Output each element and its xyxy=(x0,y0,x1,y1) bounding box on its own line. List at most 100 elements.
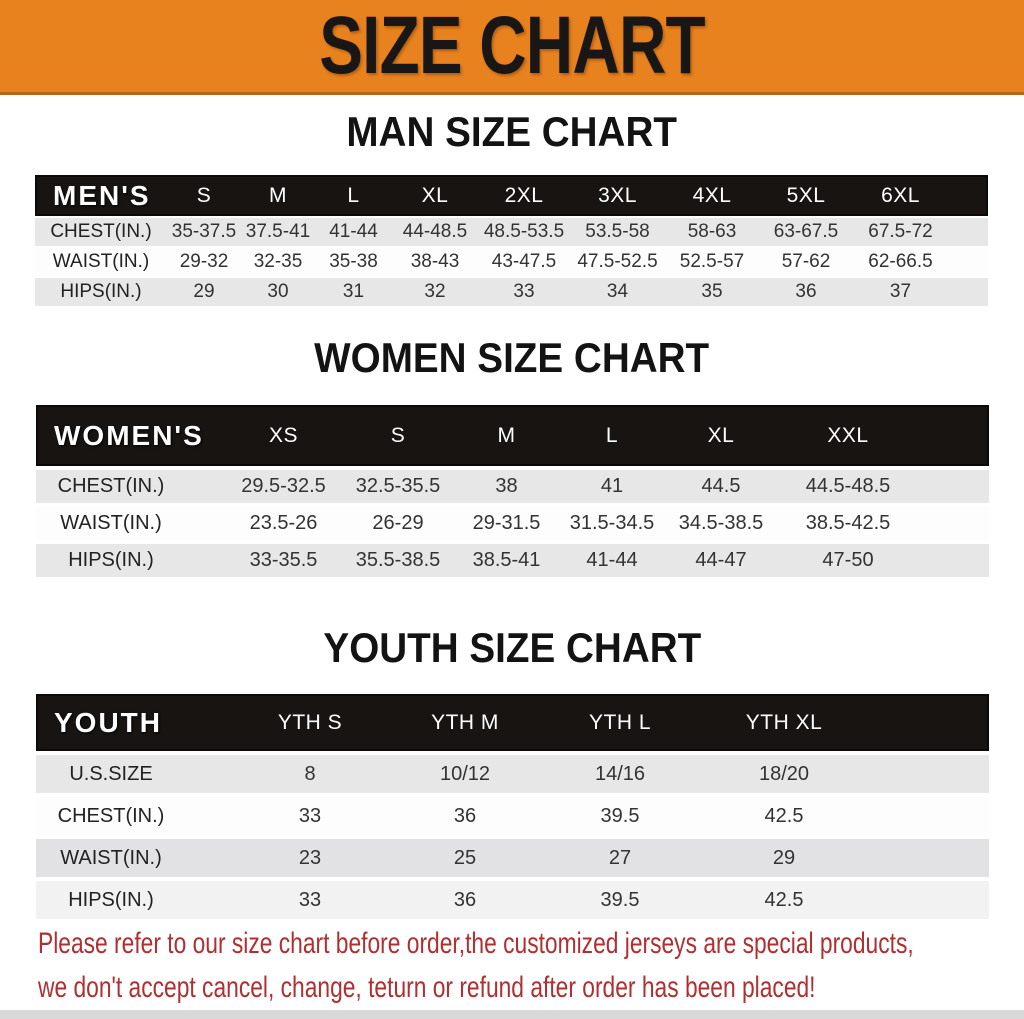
row-end-spacer xyxy=(874,900,989,901)
column-header: 3XL xyxy=(598,183,637,207)
column-header: XS xyxy=(268,423,298,447)
size-value-cell: 37.5-41 xyxy=(245,221,311,242)
column-header: 5XL xyxy=(786,183,826,207)
size-value-cell: 10/12 xyxy=(439,762,491,785)
size-value-cell: 23 xyxy=(298,846,322,869)
youth-size-table: YOUTH YTH S YTH M YTH L YTH XL U.S.SIZE 8 10/12… xyxy=(36,694,989,919)
size-value-cell: 32 xyxy=(424,281,446,302)
size-value-cell: 38.5-42.5 xyxy=(805,512,891,534)
size-value-cell: 42.5 xyxy=(764,804,804,827)
size-value-cell: 8 xyxy=(304,762,316,785)
column-header: S xyxy=(196,183,212,207)
table-header-row: MEN'S S M L XL 2XL 3XL 4XL 5XL 6XL xyxy=(35,175,988,216)
table-body: U.S.SIZE 8 10/12 14/16 18/20 CHEST(IN.) 33 36 39… xyxy=(36,751,989,919)
title-banner: SIZE CHART xyxy=(0,0,1024,95)
header-spacer xyxy=(948,195,988,196)
column-header: 4XL xyxy=(692,183,732,207)
size-value-cell: 44.5 xyxy=(701,475,741,497)
section-heading-youth: YOUTH SIZE CHART xyxy=(0,624,1024,672)
size-value-cell: 29-31.5 xyxy=(472,512,541,534)
table-header-row: YOUTH YTH S YTH M YTH L YTH XL xyxy=(36,694,989,751)
row-spacer xyxy=(186,900,236,901)
row-end-spacer xyxy=(948,292,988,293)
row-label: HIPS(IN.) xyxy=(60,281,142,302)
column-header: XL xyxy=(421,183,449,207)
measurement-row: HIPS(IN.) 33 36 39.5 42.5 xyxy=(36,877,989,919)
size-value-cell: 38 xyxy=(495,475,518,497)
row-label: HIPS(IN.) xyxy=(68,549,154,571)
size-value-cell: 53.5-58 xyxy=(585,221,650,242)
men-size-table: MEN'S S M L XL 2XL 3XL 4XL 5XL 6XL CHEST(IN.) 35-37… xyxy=(35,175,988,306)
size-value-cell: 36 xyxy=(795,281,817,302)
column-header: YTH S xyxy=(277,710,343,734)
size-value-cell: 41-44 xyxy=(586,549,638,571)
size-value-cell: 41 xyxy=(600,475,624,497)
row-label: WAIST(IN.) xyxy=(60,846,162,869)
size-value-cell: 38-43 xyxy=(410,251,460,272)
size-value-cell: 30 xyxy=(267,281,289,302)
size-value-cell: 33 xyxy=(298,888,322,911)
row-label: WAIST(IN.) xyxy=(60,512,162,534)
header-spacer xyxy=(919,435,989,436)
size-value-cell: 29.5-32.5 xyxy=(241,475,326,497)
size-value-cell: 57-62 xyxy=(781,251,831,272)
size-value-cell: 26-29 xyxy=(372,512,424,534)
row-end-spacer xyxy=(874,774,989,775)
column-header: S xyxy=(390,423,406,447)
column-header: XL xyxy=(707,423,735,447)
row-spacer xyxy=(186,560,225,561)
column-header: YTH M xyxy=(431,710,499,734)
size-value-cell: 35.5-38.5 xyxy=(355,549,441,571)
table-header-row: WOMEN'S XS S M L XL XXL xyxy=(36,405,989,466)
size-value-cell: 36 xyxy=(453,804,477,827)
size-value-cell: 34 xyxy=(606,281,629,302)
size-value-cell: 62-66.5 xyxy=(868,251,933,272)
size-value-cell: 39.5 xyxy=(600,804,640,827)
size-value-cell: 47.5-52.5 xyxy=(577,251,658,272)
disclaimer-line-2: we don't accept cancel, change, teturn o… xyxy=(38,971,816,1004)
size-value-cell: 32.5-35.5 xyxy=(355,475,441,497)
table-body: CHEST(IN.) 29.5-32.5 32.5-35.5 38 41 44.5 44.5… xyxy=(36,466,989,577)
size-value-cell: 43-47.5 xyxy=(491,251,557,272)
row-end-spacer xyxy=(919,560,989,561)
size-value-cell: 67.5-72 xyxy=(868,221,933,242)
row-end-spacer xyxy=(948,262,988,263)
row-spacer xyxy=(186,858,236,859)
row-label: CHEST(IN.) xyxy=(57,804,165,827)
measurement-row: WAIST(IN.) 23.5-26 26-29 29-31.5 31.5-34.5 34… xyxy=(36,503,989,540)
size-value-cell: 44-48.5 xyxy=(402,221,468,242)
measurement-row: HIPS(IN.) 33-35.5 35.5-38.5 38.5-41 41-44 44-… xyxy=(36,540,989,577)
column-header: L xyxy=(347,183,360,207)
section-heading-man: MAN SIZE CHART xyxy=(0,108,1024,156)
table-body: CHEST(IN.) 35-37.5 37.5-41 41-44 44-48.5 48.5… xyxy=(35,216,988,306)
size-value-cell: 29-32 xyxy=(179,251,229,272)
section-heading-youth-text: YOUTH SIZE CHART xyxy=(323,624,701,671)
size-value-cell: 52.5-57 xyxy=(679,251,745,272)
size-value-cell: 33-35.5 xyxy=(249,549,318,571)
size-value-cell: 34.5-38.5 xyxy=(678,512,764,534)
table-title-label: WOMEN'S xyxy=(54,419,204,451)
measurement-row: WAIST(IN.) 23 25 27 29 xyxy=(36,835,989,877)
size-value-cell: 35-37.5 xyxy=(171,221,237,242)
row-end-spacer xyxy=(919,486,989,487)
size-value-cell: 42.5 xyxy=(764,888,804,911)
size-value-cell: 44.5-48.5 xyxy=(805,475,891,497)
column-header: XXL xyxy=(827,423,869,447)
size-value-cell: 32-35 xyxy=(253,251,303,272)
row-label: CHEST(IN.) xyxy=(57,475,165,497)
size-value-cell: 33 xyxy=(298,804,322,827)
row-end-spacer xyxy=(874,858,989,859)
row-label: WAIST(IN.) xyxy=(52,251,150,272)
size-value-cell: 44-47 xyxy=(695,549,747,571)
size-value-cell: 39.5 xyxy=(600,888,640,911)
size-value-cell: 25 xyxy=(453,846,477,869)
size-value-cell: 41-44 xyxy=(329,221,378,242)
size-value-cell: 48.5-53.5 xyxy=(483,221,565,242)
size-value-cell: 47-50 xyxy=(822,549,874,571)
disclaimer-line-1: Please refer to our size chart before or… xyxy=(38,927,914,960)
column-header: M xyxy=(497,423,516,447)
column-header: 2XL xyxy=(504,183,544,207)
section-heading-women-text: WOMEN SIZE CHART xyxy=(314,334,710,381)
size-value-cell: 31 xyxy=(342,281,365,302)
